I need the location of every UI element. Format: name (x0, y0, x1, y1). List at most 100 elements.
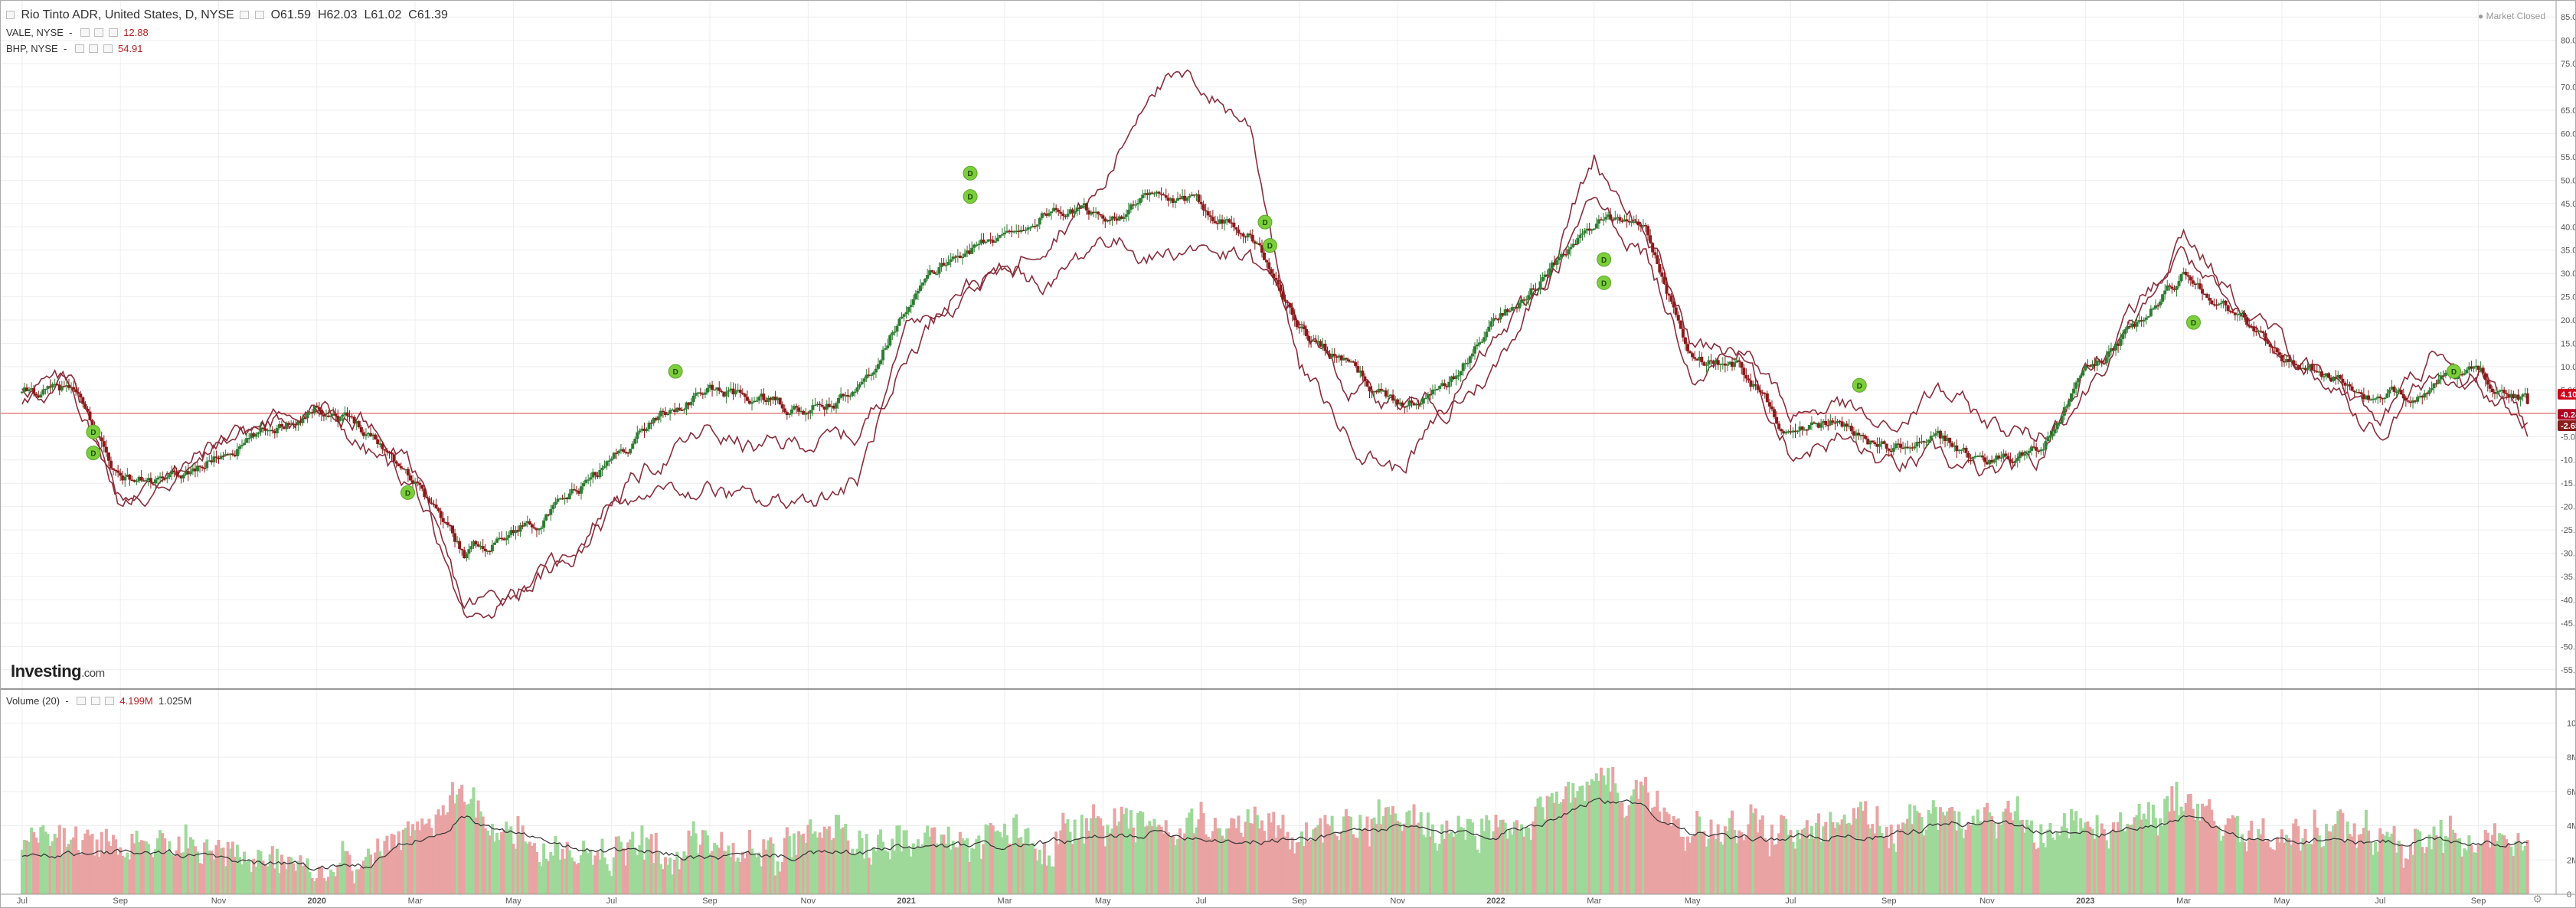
volume-bar (724, 851, 728, 894)
candle-body (753, 400, 757, 403)
candle-body (909, 305, 913, 307)
candle-body (567, 493, 571, 500)
candle-body (1047, 213, 1051, 216)
volume-bar (1983, 807, 1986, 894)
volume-bar (1838, 824, 1842, 894)
candle-body (2317, 371, 2321, 373)
volume-bar (652, 863, 655, 894)
candle-body (1164, 195, 1168, 198)
candle-body (607, 460, 611, 462)
visibility-icon[interactable] (80, 28, 90, 37)
settings-icon[interactable] (240, 11, 250, 19)
volume-bar (228, 848, 232, 894)
candle-body (72, 387, 76, 390)
candle-body (336, 416, 340, 421)
volume-bar (1508, 828, 1512, 894)
candle-body (2028, 450, 2032, 453)
candle-body (731, 388, 735, 395)
volume-bar (119, 847, 123, 894)
candle-body (254, 433, 258, 437)
dividend-marker[interactable] (2446, 364, 2461, 379)
candle-body (2496, 391, 2499, 394)
volume-bar (1510, 835, 1514, 894)
volume-bar (1709, 819, 1713, 894)
candle-body (1148, 192, 1152, 195)
dividend-marker[interactable] (1262, 238, 1277, 253)
candle-body (2055, 423, 2059, 430)
volume-bar (1412, 804, 1416, 894)
volume-bar (1208, 838, 1212, 894)
candle-body (219, 456, 223, 459)
gear-icon[interactable]: ⚙ (2532, 893, 2542, 905)
volume-bar (329, 869, 333, 894)
candle-body (237, 446, 241, 449)
volume-bar (1139, 811, 1143, 894)
close-icon[interactable] (254, 11, 264, 19)
volume-bar (32, 831, 36, 894)
candle-body (1218, 219, 1222, 224)
close-icon[interactable] (105, 697, 115, 705)
close-icon[interactable] (103, 44, 113, 53)
volume-bar (1403, 823, 1407, 894)
dividend-marker[interactable] (86, 424, 101, 439)
volume-bar (827, 826, 831, 894)
volume-bar (1417, 822, 1420, 894)
visibility-icon[interactable] (76, 697, 86, 705)
dividend-marker[interactable] (963, 189, 978, 204)
candle-body (285, 423, 289, 430)
candle-body (2474, 365, 2478, 367)
volume-bar (916, 839, 920, 894)
candle-body (1339, 355, 1343, 361)
volume-bar (2074, 811, 2078, 894)
volume-bar (1940, 812, 1944, 894)
volume-bar (1550, 793, 1554, 894)
volume-bar (1365, 816, 1369, 894)
candle-body (116, 470, 120, 473)
candle-body (1836, 420, 1839, 423)
dividend-marker[interactable] (1597, 275, 1612, 290)
volume-bar (747, 829, 751, 894)
candle-body (250, 433, 253, 439)
dividend-marker[interactable] (963, 165, 978, 181)
volume-bar (2277, 842, 2281, 894)
candle-body (458, 541, 462, 549)
settings-icon[interactable] (90, 697, 100, 705)
close-icon[interactable] (108, 28, 118, 37)
dividend-marker[interactable] (1257, 214, 1273, 230)
dividend-marker[interactable] (1597, 252, 1612, 267)
volume-bar (558, 859, 562, 894)
volume-bar (924, 832, 927, 894)
volume-bar (2283, 842, 2287, 894)
collapse-icon[interactable] (6, 11, 15, 19)
dividend-marker[interactable] (2185, 315, 2201, 330)
volume-bar (191, 839, 195, 894)
volume-bar (1581, 786, 1584, 894)
candle-body (1997, 455, 2001, 459)
dividend-marker[interactable] (1852, 377, 1867, 393)
x-tick-label: May (1095, 897, 1111, 906)
volume-bar (2332, 825, 2336, 894)
volume-bar (34, 838, 38, 894)
dividend-marker[interactable] (86, 446, 101, 461)
volume-bar (498, 840, 502, 894)
candle-body (1031, 226, 1035, 227)
dividend-marker[interactable] (400, 485, 415, 500)
candle-body (663, 412, 667, 416)
candle-body (769, 397, 773, 400)
volume-bar (2257, 828, 2261, 894)
candle-body (1705, 364, 1708, 366)
settings-icon[interactable] (94, 28, 104, 37)
dividend-marker-label: D (405, 489, 410, 498)
dividend-marker[interactable] (668, 364, 683, 379)
settings-icon[interactable] (89, 44, 99, 53)
visibility-icon[interactable] (74, 44, 84, 53)
candle-body (181, 474, 185, 478)
volume-bar (753, 854, 757, 894)
volume-bar (423, 825, 427, 894)
volume-bar (977, 835, 981, 894)
x-tick-label: Sep (702, 897, 718, 906)
volume-bar (514, 848, 518, 894)
candle-body (2104, 357, 2108, 364)
volume-bar (2474, 852, 2478, 894)
